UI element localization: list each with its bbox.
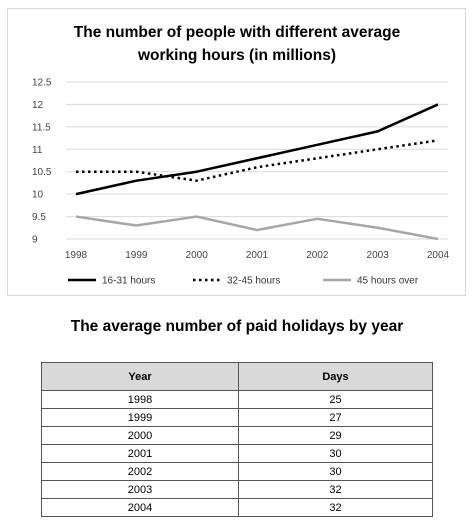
table-title: The average number of paid holidays by y… [70,318,404,335]
table-row: 2000 29 [41,426,433,445]
line-chart: The number of people with different aver… [7,8,466,296]
header-days: Days [238,362,433,391]
y-tick-label: 12.5 [32,78,52,89]
days-cell: 27 [238,408,433,427]
x-tick-label: 2000 [186,250,209,261]
year-cell: 2001 [41,444,239,463]
legend-label: 16-31 hours [102,276,155,287]
y-tick-label: 10.5 [32,167,52,178]
x-tick-label: 2002 [306,250,329,261]
chart-title-line2: working hours (in millions) [137,47,336,64]
table-row: 2002 30 [41,462,433,481]
y-tick-label: 11 [32,145,43,156]
y-tick-label: 10 [32,190,44,201]
series-line-1 [76,139,439,182]
table-row: 1999 27 [41,408,433,427]
holidays-table: Year Days 1998 25 1999 27 2000 29 2001 30 20… [41,362,433,517]
year-cell: 1999 [41,408,239,427]
days-cell: 32 [238,498,433,517]
legend-label: 45 hours over [357,276,419,287]
days-cell: 29 [238,426,433,445]
table-header-row: Year Days [41,362,433,391]
year-cell: 2000 [41,426,239,445]
year-cell: 2004 [41,498,239,517]
days-cell: 32 [238,480,433,499]
days-cell: 30 [238,444,433,463]
legend-label: 32-45 hours [227,276,280,287]
y-tick-label: 11.5 [32,122,51,133]
y-tick-label: 9.5 [32,212,46,223]
table-row: 1998 25 [41,390,433,409]
x-tick-label: 1999 [125,250,148,261]
chart-svg: The number of people with different aver… [32,24,450,287]
table-row: 2003 32 [41,480,433,499]
days-cell: 25 [238,390,433,409]
year-cell: 2003 [41,480,239,499]
x-tick-label: 2001 [246,250,269,261]
chart-title-line1: The number of people with different aver… [74,24,401,41]
x-tick-label: 2003 [367,250,390,261]
series-line-2 [75,215,439,241]
y-tick-label: 12 [32,100,44,111]
table-row: 2001 30 [41,444,433,463]
days-cell: 30 [238,462,433,481]
year-cell: 2002 [41,462,239,481]
header-year: Year [41,362,239,391]
y-tick-label: 9 [32,235,38,246]
table-row: 2004 32 [41,498,433,517]
x-tick-label: 1998 [65,250,88,261]
year-cell: 1998 [41,390,239,409]
x-tick-label: 2004 [427,250,450,261]
